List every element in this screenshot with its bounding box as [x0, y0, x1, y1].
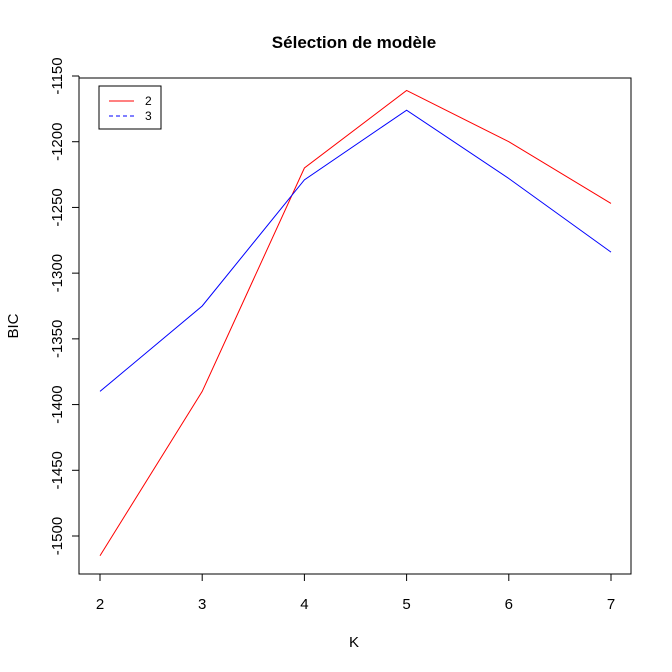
y-tick-label: -1250	[49, 188, 66, 226]
y-tick-label: -1150	[49, 57, 66, 94]
legend: 23	[98, 85, 162, 130]
y-tick-label: -1500	[49, 517, 66, 555]
x-tick-label: 6	[505, 596, 513, 613]
legend-box	[98, 85, 162, 130]
legend-label-2: 2	[145, 94, 152, 108]
x-tick-label: 5	[402, 596, 410, 613]
y-axis: -1500 -1450 -1400 -1350 -1300 -1250 -1200 -1150	[49, 57, 80, 555]
x-tick-label: 7	[607, 596, 615, 613]
y-axis-label: BIC	[5, 313, 22, 338]
x-axis-label: K	[349, 634, 359, 651]
y-tick-label: -1350	[49, 320, 66, 358]
chart-title: Sélection de modèle	[272, 33, 436, 52]
x-axis: 2 3 4 5 6 7	[96, 573, 615, 613]
plot-frame	[78, 77, 632, 575]
x-tick-label: 4	[300, 596, 308, 613]
x-tick-label: 2	[96, 596, 104, 613]
legend-label-3: 3	[145, 109, 152, 123]
y-tick-label: -1300	[49, 254, 66, 292]
series-line-3	[99, 109, 612, 392]
y-tick-label: -1400	[49, 385, 66, 423]
series-line-2	[99, 89, 612, 556]
series-layer	[99, 89, 612, 556]
y-tick-label: -1450	[49, 451, 66, 489]
y-tick-label: -1200	[49, 123, 66, 161]
x-tick-label: 3	[198, 596, 206, 613]
